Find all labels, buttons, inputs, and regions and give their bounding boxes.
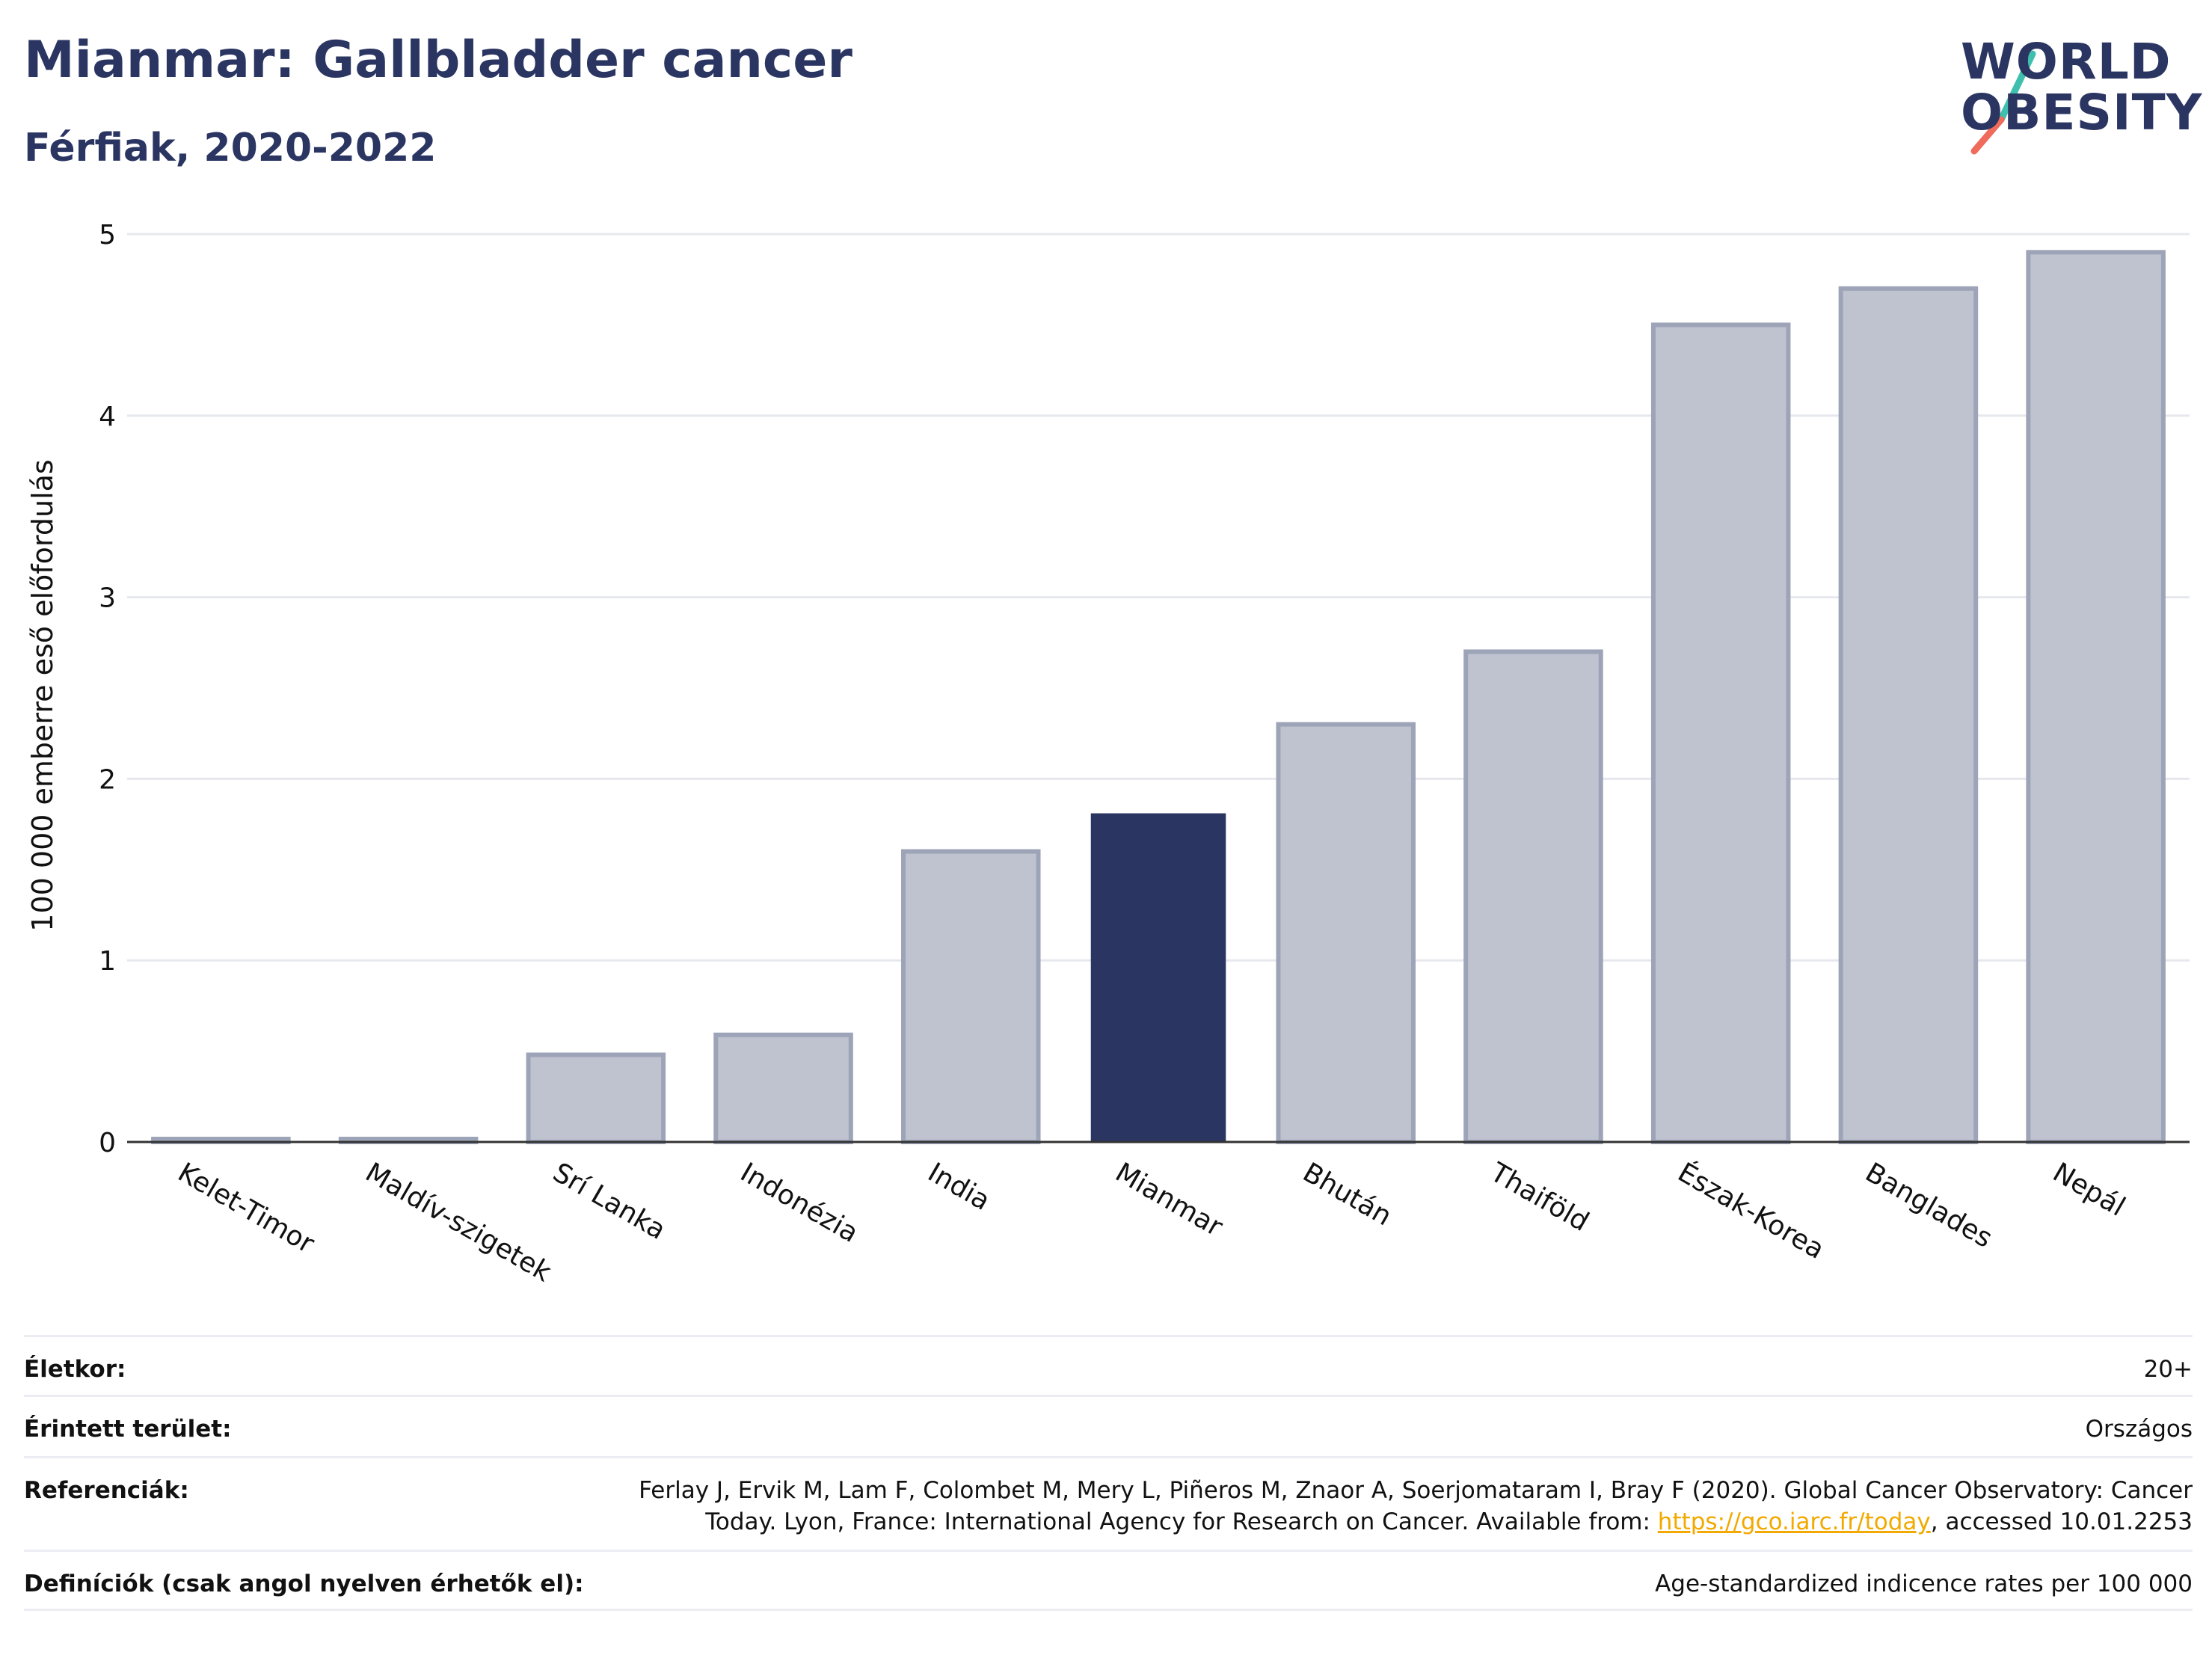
x-tick-label: India — [923, 1157, 995, 1217]
x-tick-label: Mianmar — [1110, 1157, 1228, 1243]
references-value: Ferlay J, Ervik M, Lam F, Colombet M, Me… — [639, 1475, 2193, 1538]
x-tick-label: Nepál — [2047, 1157, 2130, 1223]
reference-text-line1: Ferlay J, Ervik M, Lam F, Colombet M, Me… — [639, 1477, 2193, 1504]
y-tick-label: 4 — [99, 402, 116, 432]
bars — [151, 250, 2166, 1145]
definitions-value: Age-standardized indicence rates per 100… — [1655, 1570, 2193, 1597]
meta-row-references: Referenciák: Ferlay J, Ervik M, Lam F, C… — [24, 1456, 2193, 1550]
bar — [1838, 286, 1979, 1145]
y-tick-label: 3 — [99, 583, 116, 614]
bar — [1463, 649, 1603, 1144]
x-tick-label: Bhután — [1297, 1157, 1397, 1232]
logo-slash-icon — [1970, 50, 2036, 155]
x-tick-label: Thaiföld — [1484, 1157, 1594, 1238]
y-axis-label: 100 000 emberre eső előfordulás — [26, 459, 59, 931]
y-tick-label: 0 — [99, 1128, 116, 1158]
x-tick-label: Kelet-Timor — [173, 1157, 319, 1259]
age-value: 20+ — [2143, 1356, 2193, 1383]
chart-subtitle: Férfiak, 2020-2022 — [24, 126, 437, 171]
meta-row-age: Életkor: 20+ — [24, 1335, 2193, 1395]
x-tick-label: Észak-Korea — [1673, 1156, 1830, 1265]
bar-highlight — [1090, 813, 1226, 1142]
chart-title: Mianmar: Gallbladder cancer — [24, 31, 852, 90]
bar — [901, 849, 1041, 1145]
meta-row-area: Érintett terület: Országos — [24, 1395, 2193, 1456]
area-label: Érintett terület: — [24, 1416, 232, 1443]
y-tick-label: 1 — [99, 946, 116, 977]
logo-text-obesity: OBESITY — [1961, 84, 2203, 141]
area-value: Országos — [2085, 1416, 2193, 1443]
reference-text-line2: Today. Lyon, France: International Agenc… — [705, 1508, 1658, 1535]
x-tick-label: Srí Lanka — [547, 1157, 671, 1246]
bar — [2026, 250, 2166, 1144]
y-tick-label: 5 — [99, 220, 116, 251]
world-obesity-logo[interactable]: WORLD OBESITY — [1944, 22, 2202, 157]
x-tick-label: Maldív-szigetek — [360, 1157, 556, 1288]
meta-row-definitions: Definíciók (csak angol nyelven érhetők e… — [24, 1550, 2193, 1611]
x-tick-label: Indonézia — [735, 1157, 863, 1249]
logo-text-world: WORLD — [1961, 33, 2172, 90]
reference-text-line3: , accessed 10.01.2253 — [1930, 1508, 2193, 1535]
x-tick-label: Banglades — [1860, 1157, 1997, 1254]
bar — [1276, 722, 1416, 1144]
reference-link[interactable]: https://gco.iarc.fr/today — [1657, 1508, 1931, 1535]
metadata-table: Életkor: 20+ Érintett terület: Országos … — [24, 1335, 2193, 1611]
age-label: Életkor: — [24, 1356, 126, 1383]
references-label: Referenciák: — [24, 1477, 189, 1504]
bar — [713, 1032, 853, 1145]
bar — [1650, 322, 1791, 1144]
y-tick-labels: 0 1 2 3 4 5 — [99, 220, 116, 1158]
bar — [526, 1052, 666, 1145]
y-tick-label: 2 — [99, 764, 116, 795]
definitions-label: Definíciók (csak angol nyelven érhetők e… — [24, 1570, 584, 1597]
